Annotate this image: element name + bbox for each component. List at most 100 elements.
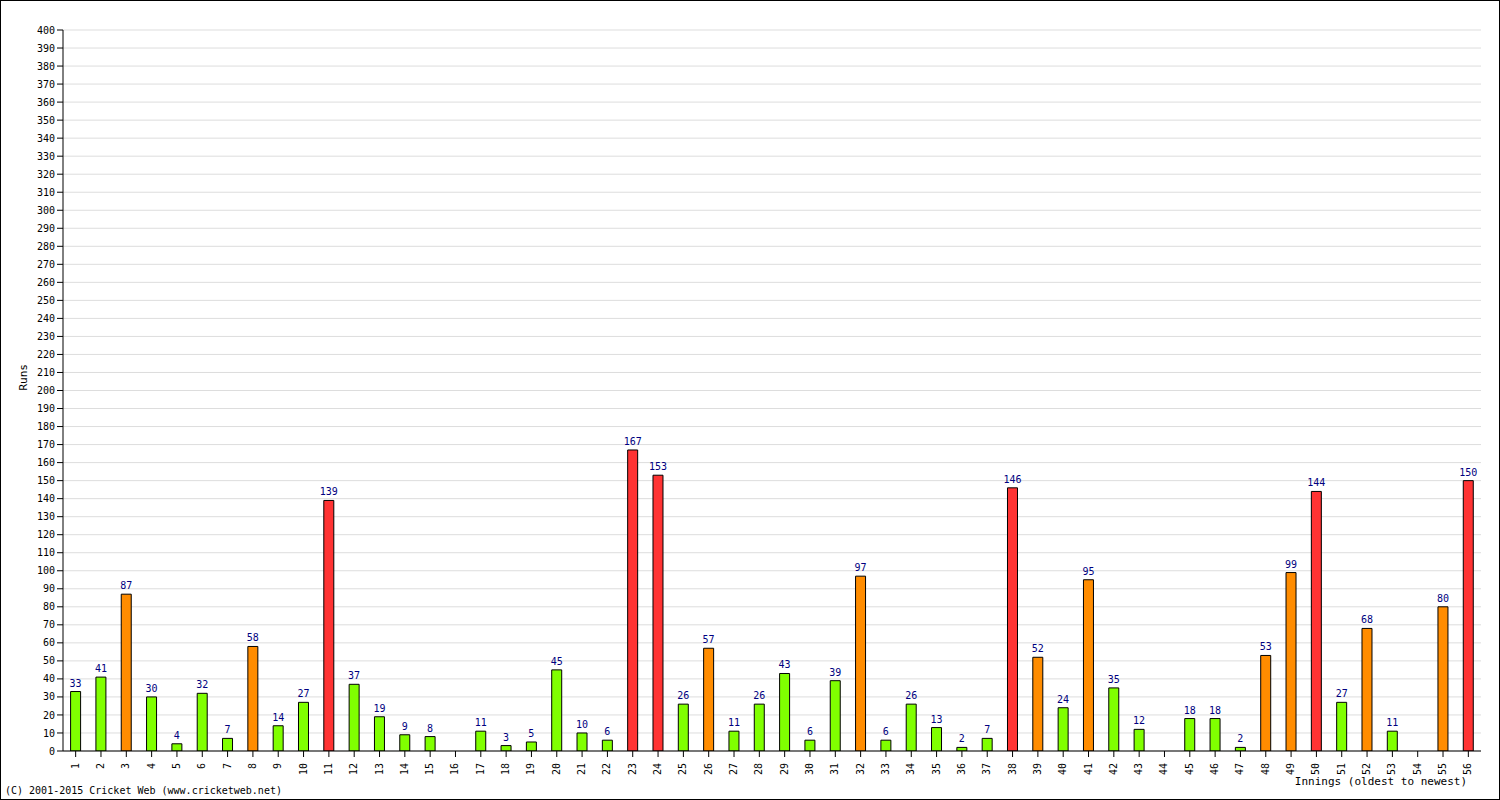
svg-text:20: 20 bbox=[551, 763, 562, 775]
svg-text:30: 30 bbox=[146, 683, 158, 694]
svg-text:55: 55 bbox=[1437, 763, 1448, 775]
svg-text:18: 18 bbox=[500, 763, 511, 775]
svg-text:32: 32 bbox=[855, 763, 866, 775]
svg-text:54: 54 bbox=[1412, 763, 1423, 775]
svg-text:52: 52 bbox=[1032, 643, 1044, 654]
svg-text:16: 16 bbox=[449, 763, 460, 775]
svg-text:6: 6 bbox=[883, 726, 889, 737]
svg-text:45: 45 bbox=[551, 656, 563, 667]
svg-text:8: 8 bbox=[427, 723, 433, 734]
svg-text:0: 0 bbox=[49, 746, 55, 757]
svg-text:27: 27 bbox=[728, 763, 739, 775]
svg-text:43: 43 bbox=[779, 659, 791, 670]
svg-text:97: 97 bbox=[855, 562, 867, 573]
svg-text:110: 110 bbox=[37, 547, 55, 558]
svg-text:Innings (oldest to newest): Innings (oldest to newest) bbox=[1295, 775, 1467, 788]
svg-text:50: 50 bbox=[43, 655, 55, 666]
svg-text:5: 5 bbox=[528, 728, 534, 739]
svg-text:Runs: Runs bbox=[17, 364, 30, 391]
svg-text:99: 99 bbox=[1285, 559, 1297, 570]
svg-text:3: 3 bbox=[120, 763, 131, 769]
svg-text:360: 360 bbox=[37, 97, 55, 108]
svg-text:11: 11 bbox=[475, 717, 487, 728]
svg-text:46: 46 bbox=[1209, 763, 1220, 775]
svg-text:6: 6 bbox=[196, 763, 207, 769]
svg-text:370: 370 bbox=[37, 79, 55, 90]
svg-text:24: 24 bbox=[652, 763, 663, 775]
svg-text:340: 340 bbox=[37, 133, 55, 144]
svg-text:18: 18 bbox=[1184, 705, 1196, 716]
svg-text:200: 200 bbox=[37, 385, 55, 396]
svg-text:30: 30 bbox=[43, 691, 55, 702]
svg-text:41: 41 bbox=[95, 663, 107, 674]
svg-text:240: 240 bbox=[37, 313, 55, 324]
svg-text:12: 12 bbox=[348, 763, 359, 775]
svg-text:51: 51 bbox=[1336, 763, 1347, 775]
svg-text:35: 35 bbox=[931, 763, 942, 775]
svg-text:260: 260 bbox=[37, 277, 55, 288]
svg-text:22: 22 bbox=[601, 763, 612, 775]
svg-text:26: 26 bbox=[905, 690, 917, 701]
svg-text:37: 37 bbox=[348, 670, 360, 681]
svg-text:27: 27 bbox=[1336, 688, 1348, 699]
svg-text:160: 160 bbox=[37, 457, 55, 468]
svg-text:39: 39 bbox=[1032, 763, 1043, 775]
svg-text:170: 170 bbox=[37, 439, 55, 450]
svg-text:9: 9 bbox=[272, 763, 283, 769]
svg-text:10: 10 bbox=[576, 719, 588, 730]
svg-text:153: 153 bbox=[649, 461, 667, 472]
svg-text:33: 33 bbox=[880, 763, 891, 775]
svg-text:33: 33 bbox=[70, 678, 82, 689]
svg-text:250: 250 bbox=[37, 295, 55, 306]
svg-text:18: 18 bbox=[1209, 705, 1221, 716]
svg-text:43: 43 bbox=[1133, 763, 1144, 775]
svg-text:23: 23 bbox=[627, 763, 638, 775]
svg-text:14: 14 bbox=[399, 763, 410, 775]
svg-text:27: 27 bbox=[297, 688, 309, 699]
svg-text:190: 190 bbox=[37, 403, 55, 414]
svg-text:26: 26 bbox=[753, 690, 765, 701]
svg-text:180: 180 bbox=[37, 421, 55, 432]
svg-text:26: 26 bbox=[677, 690, 689, 701]
svg-text:130: 130 bbox=[37, 511, 55, 522]
svg-text:11: 11 bbox=[728, 717, 740, 728]
svg-text:53: 53 bbox=[1260, 641, 1272, 652]
svg-text:34: 34 bbox=[905, 763, 916, 775]
svg-text:41: 41 bbox=[1083, 763, 1094, 775]
svg-text:40: 40 bbox=[1057, 763, 1068, 775]
svg-text:25: 25 bbox=[677, 763, 688, 775]
svg-text:19: 19 bbox=[525, 763, 536, 775]
svg-text:144: 144 bbox=[1307, 477, 1325, 488]
svg-text:150: 150 bbox=[1459, 467, 1477, 478]
svg-text:28: 28 bbox=[753, 763, 764, 775]
svg-text:10: 10 bbox=[43, 728, 55, 739]
svg-text:80: 80 bbox=[1437, 593, 1449, 604]
svg-text:7: 7 bbox=[984, 724, 990, 735]
svg-text:39: 39 bbox=[829, 667, 841, 678]
svg-text:9: 9 bbox=[402, 721, 408, 732]
svg-text:139: 139 bbox=[320, 486, 338, 497]
svg-text:26: 26 bbox=[703, 763, 714, 775]
svg-text:8: 8 bbox=[247, 763, 258, 769]
svg-text:270: 270 bbox=[37, 259, 55, 270]
svg-text:14: 14 bbox=[272, 712, 284, 723]
svg-text:24: 24 bbox=[1057, 694, 1069, 705]
svg-text:210: 210 bbox=[37, 367, 55, 378]
svg-text:12: 12 bbox=[1133, 715, 1145, 726]
svg-text:48: 48 bbox=[1260, 763, 1271, 775]
svg-text:11: 11 bbox=[1386, 717, 1398, 728]
svg-text:36: 36 bbox=[956, 763, 967, 775]
svg-text:4: 4 bbox=[146, 763, 157, 769]
svg-text:19: 19 bbox=[373, 703, 385, 714]
svg-text:20: 20 bbox=[43, 710, 55, 721]
svg-text:5: 5 bbox=[171, 763, 182, 769]
svg-text:53: 53 bbox=[1386, 763, 1397, 775]
svg-text:380: 380 bbox=[37, 61, 55, 72]
svg-text:350: 350 bbox=[37, 115, 55, 126]
svg-text:68: 68 bbox=[1361, 614, 1373, 625]
svg-text:52: 52 bbox=[1361, 763, 1372, 775]
svg-text:44: 44 bbox=[1158, 763, 1169, 775]
svg-text:10: 10 bbox=[298, 763, 309, 775]
svg-text:31: 31 bbox=[829, 763, 840, 775]
svg-text:290: 290 bbox=[37, 223, 55, 234]
